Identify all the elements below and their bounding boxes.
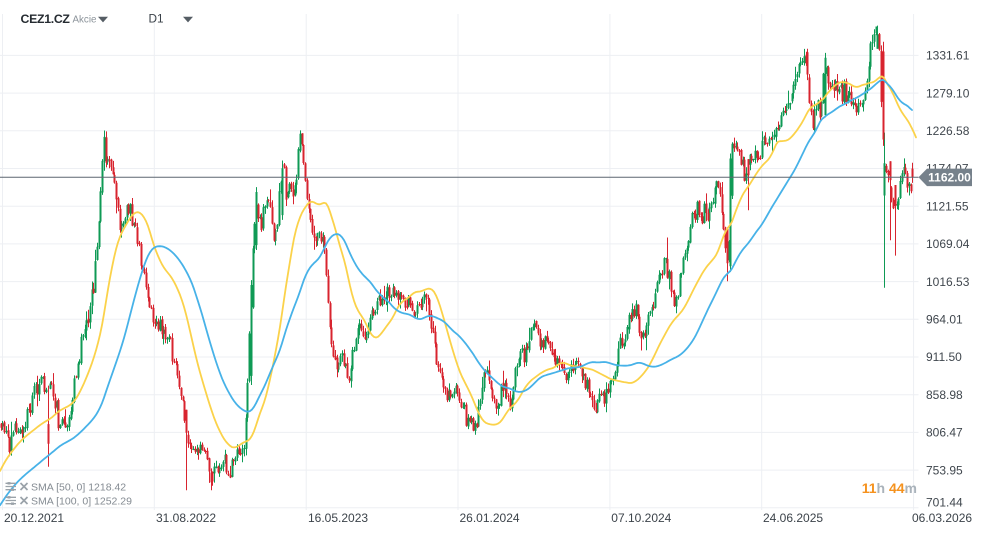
svg-text:1331.61: 1331.61	[926, 49, 970, 63]
svg-text:11h 44m: 11h 44m	[862, 480, 917, 496]
svg-text:D1: D1	[149, 12, 164, 26]
svg-text:858.98: 858.98	[926, 388, 963, 402]
svg-text:CEZ1.CZ: CEZ1.CZ	[21, 12, 71, 26]
svg-text:20.12.2021: 20.12.2021	[4, 511, 64, 525]
svg-text:31.08.2022: 31.08.2022	[156, 511, 216, 525]
svg-text:SMA [50, 0] 1218.42: SMA [50, 0] 1218.42	[31, 482, 126, 494]
svg-text:964.01: 964.01	[926, 313, 963, 327]
svg-text:806.47: 806.47	[926, 426, 963, 440]
svg-text:1121.55: 1121.55	[926, 199, 969, 213]
svg-text:701.44: 701.44	[926, 496, 963, 510]
svg-text:24.06.2025: 24.06.2025	[763, 511, 823, 525]
svg-text:26.01.2024: 26.01.2024	[460, 511, 520, 525]
svg-text:1016.53: 1016.53	[926, 275, 970, 289]
svg-text:Akcie: Akcie	[73, 15, 98, 26]
svg-text:753.95: 753.95	[926, 463, 963, 477]
svg-text:1069.04: 1069.04	[926, 237, 970, 251]
svg-text:911.50: 911.50	[926, 350, 962, 364]
svg-text:16.05.2023: 16.05.2023	[308, 511, 368, 525]
svg-text:SMA [100, 0] 1252.29: SMA [100, 0] 1252.29	[31, 496, 132, 508]
svg-text:07.10.2024: 07.10.2024	[611, 511, 671, 525]
svg-text:1226.58: 1226.58	[926, 124, 970, 138]
svg-text:06.03.2026: 06.03.2026	[912, 511, 972, 525]
svg-text:1162.00: 1162.00	[928, 170, 971, 184]
svg-text:1279.10: 1279.10	[926, 86, 970, 100]
